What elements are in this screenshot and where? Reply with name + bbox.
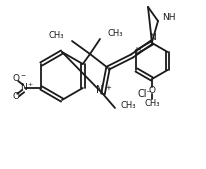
Text: +: + <box>104 85 110 91</box>
Text: CH₃: CH₃ <box>48 31 64 41</box>
Text: H: H <box>134 47 140 53</box>
Text: CH₃: CH₃ <box>121 102 136 111</box>
Text: NH: NH <box>161 14 175 22</box>
Text: Cl⁻: Cl⁻ <box>137 89 152 99</box>
Text: O: O <box>148 87 155 95</box>
Text: O: O <box>13 92 20 102</box>
Text: O: O <box>13 75 20 83</box>
Text: −: − <box>20 73 25 78</box>
Text: N: N <box>149 32 156 42</box>
Text: N: N <box>96 85 103 95</box>
Text: CH₃: CH₃ <box>144 100 159 108</box>
Text: +: + <box>28 82 33 88</box>
Text: N: N <box>20 83 26 92</box>
Text: CH₃: CH₃ <box>108 30 123 39</box>
